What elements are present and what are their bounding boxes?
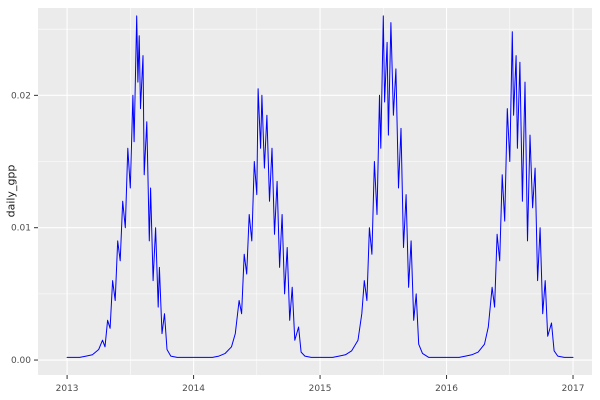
gpp-line-series bbox=[66, 15, 574, 358]
x-tick-label: 2014 bbox=[182, 384, 205, 394]
minor-gridlines bbox=[38, 8, 592, 375]
x-tick-label: 2015 bbox=[309, 384, 332, 394]
x-tick-label: 2013 bbox=[56, 384, 79, 394]
y-tick-label: 0.00 bbox=[11, 356, 31, 366]
x-tick-label: 2016 bbox=[435, 384, 458, 394]
y-tick-label: 0.02 bbox=[11, 91, 31, 101]
x-tick-label: 2017 bbox=[562, 384, 585, 394]
y-axis-title: daily_gpp bbox=[4, 164, 18, 218]
y-tick-label: 0.01 bbox=[11, 224, 31, 234]
major-gridlines bbox=[38, 8, 592, 375]
axis-ticks: 2013 2014 2015 2016 2017 0.00 0.01 0.02 bbox=[11, 91, 585, 394]
plot-panel bbox=[38, 8, 592, 375]
